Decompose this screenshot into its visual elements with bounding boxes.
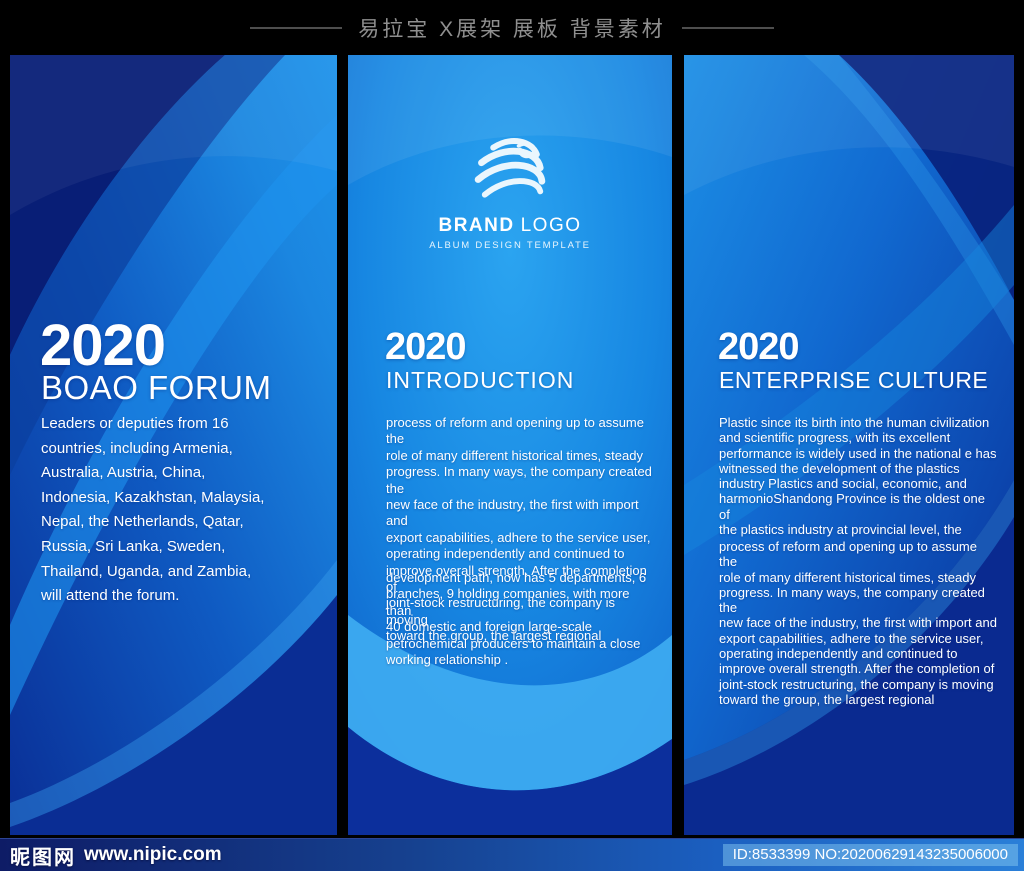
panel3-title: ENTERPRISE CULTURE — [719, 367, 989, 393]
panel-boao-forum: 2020 BOAO FORUM Leaders or deputies from… — [10, 55, 337, 835]
panel3-paragraph-1: Plastic since its birth into the human c… — [719, 415, 997, 538]
brand-logo-block: BRAND LOGO ALBUM DESIGN TEMPLATE — [348, 133, 672, 251]
brand-logo-name: BRAND LOGO — [348, 215, 672, 237]
header-line — [250, 26, 343, 29]
header-line — [681, 26, 774, 29]
panel2-background-art — [348, 55, 672, 835]
panel3-year: 2020 — [718, 326, 800, 368]
watermark-bar: 昵图网 www.nipic.com ID:8533399 NO:20200629… — [0, 838, 1024, 871]
panel1-title: BOAO FORUM — [41, 369, 272, 406]
page-title: 易拉宝 X展架 展板 背景素材 — [358, 17, 666, 41]
brand-logo-icon — [474, 138, 546, 198]
image-id-badge: ID:8533399 NO:20200629143235006000 — [722, 844, 1018, 866]
nipic-logo: 昵图网 — [10, 846, 76, 869]
panel2-year: 2020 — [385, 326, 467, 368]
brand-logo-tagline: ALBUM DESIGN TEMPLATE — [429, 240, 591, 251]
panel1-paragraph: Leaders or deputies from 16 countries, in… — [41, 415, 265, 605]
brand-logo-name-light: LOGO — [520, 215, 582, 236]
panel1-background-art — [10, 55, 337, 835]
header-bar: 易拉宝 X展架 展板 背景素材 — [0, 0, 1024, 55]
brand-logo-name-bold: BRAND — [438, 215, 515, 236]
panel1-year: 2020 — [40, 313, 166, 378]
panel3-background-art — [684, 55, 1014, 835]
nipic-url: www.nipic.com — [84, 844, 222, 865]
panel3-paragraph-2: process of reform and opening up to assu… — [719, 539, 997, 707]
panel2-paragraph-1: process of reform and opening up to assu… — [386, 415, 652, 644]
panel2-title: INTRODUCTION — [386, 367, 575, 393]
panel2-paragraph-2: development path, now has 5 departments,… — [386, 570, 647, 668]
panel-introduction: BRAND LOGO ALBUM DESIGN TEMPLATE 2020 INT… — [348, 55, 672, 835]
panel-enterprise-culture: 2020 ENTERPRISE CULTURE Plastic since it… — [684, 55, 1014, 835]
